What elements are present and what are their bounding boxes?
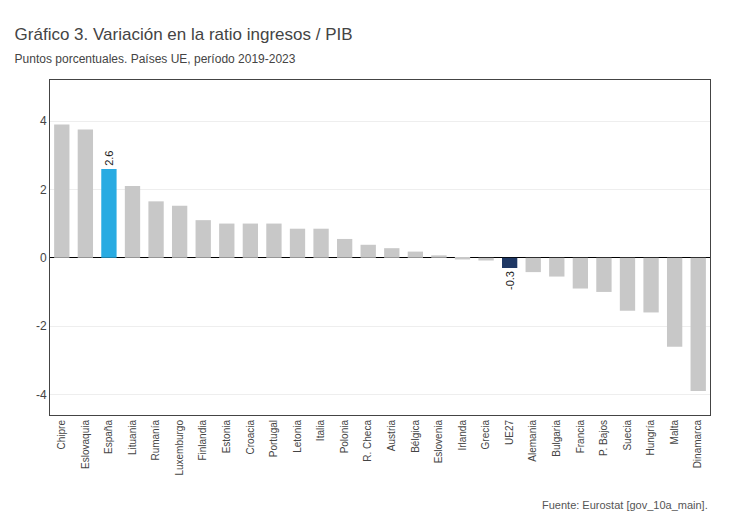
svg-text:Polonia: Polonia xyxy=(339,420,350,454)
svg-text:-4: -4 xyxy=(36,388,47,402)
svg-text:Rumanía: Rumanía xyxy=(150,420,161,461)
svg-text:Eslovenia: Eslovenia xyxy=(433,420,444,464)
svg-text:Estonia: Estonia xyxy=(221,420,232,454)
svg-text:Suecia: Suecia xyxy=(622,420,633,451)
svg-text:Letonia: Letonia xyxy=(292,420,303,453)
svg-text:Francia: Francia xyxy=(575,420,586,454)
svg-text:-0.3: -0.3 xyxy=(504,271,516,290)
svg-text:2.6: 2.6 xyxy=(103,151,115,166)
svg-text:Hungría: Hungría xyxy=(645,420,656,456)
svg-text:Italia: Italia xyxy=(315,420,326,442)
svg-text:Finlandia: Finlandia xyxy=(197,420,208,461)
svg-text:Bulgaria: Bulgaria xyxy=(551,420,562,457)
svg-text:Fuente: Eurostat [gov_10a_main: Fuente: Eurostat [gov_10a_main]. xyxy=(542,499,708,511)
svg-text:0: 0 xyxy=(40,251,47,265)
svg-text:Portugal: Portugal xyxy=(268,420,279,457)
svg-text:Bélgica: Bélgica xyxy=(410,420,421,453)
svg-text:Luxemburgo: Luxemburgo xyxy=(174,420,185,476)
svg-text:Malta: Malta xyxy=(669,420,680,445)
svg-text:Irlanda: Irlanda xyxy=(457,420,468,451)
svg-text:4: 4 xyxy=(40,114,47,128)
svg-text:Eslovaquia: Eslovaquia xyxy=(80,420,91,469)
svg-text:UE27: UE27 xyxy=(504,420,515,445)
svg-text:Croacia: Croacia xyxy=(245,420,256,455)
svg-text:R. Checa: R. Checa xyxy=(362,420,373,462)
svg-text:Alemania: Alemania xyxy=(527,420,538,462)
svg-text:Puntos porcentuales. Países UE: Puntos porcentuales. Países UE, período … xyxy=(15,52,296,66)
svg-text:Chipre: Chipre xyxy=(56,420,67,450)
svg-text:España: España xyxy=(103,420,114,454)
svg-text:2: 2 xyxy=(40,183,47,197)
svg-text:-2: -2 xyxy=(36,319,47,333)
svg-text:Lituania: Lituania xyxy=(127,420,138,455)
svg-text:Gráfico 3. Variación en la rat: Gráfico 3. Variación en la ratio ingreso… xyxy=(15,25,353,44)
svg-text:Dinamarca: Dinamarca xyxy=(692,420,703,469)
svg-text:Grecia: Grecia xyxy=(480,420,491,450)
svg-text:P. Bajos: P. Bajos xyxy=(598,420,609,456)
svg-text:Austria: Austria xyxy=(386,420,397,452)
